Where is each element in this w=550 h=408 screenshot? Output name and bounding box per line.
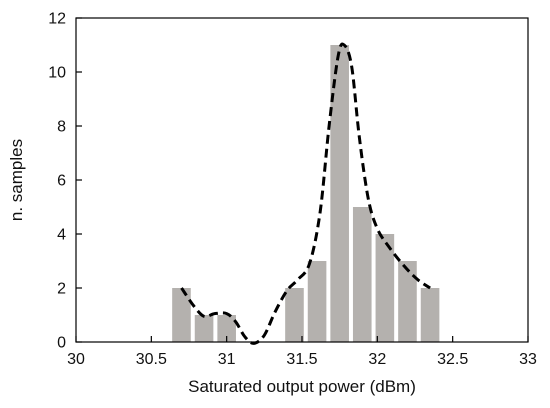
x-tick-label: 33 xyxy=(519,351,537,368)
y-axis-ticks: 0 2 4 6 8 10 12 xyxy=(48,11,82,352)
y-tick-label: 2 xyxy=(57,281,66,298)
histogram-bar xyxy=(307,261,327,342)
x-tick-label: 30.5 xyxy=(136,351,167,368)
histogram-bar xyxy=(398,261,417,342)
y-tick-label: 8 xyxy=(57,119,66,136)
x-tick-label: 32 xyxy=(368,351,386,368)
y-tick-label: 0 xyxy=(57,335,66,352)
x-tick-label: 32.5 xyxy=(437,351,468,368)
x-tick-label: 31.5 xyxy=(286,351,317,368)
y-tick-label: 4 xyxy=(57,227,66,244)
x-tick-label: 31 xyxy=(218,351,236,368)
x-tick-label: 30 xyxy=(67,351,85,368)
histogram-bar xyxy=(352,207,372,342)
y-tick-label: 10 xyxy=(48,65,66,82)
histogram-bar xyxy=(172,288,191,342)
histogram-bar xyxy=(217,315,236,342)
histogram-bar xyxy=(285,288,304,342)
y-axis-title: n. samples xyxy=(7,139,26,221)
histogram-bar xyxy=(375,234,395,342)
fit-curve-line xyxy=(180,42,431,345)
y-tick-label: 6 xyxy=(57,173,66,190)
histogram-bar xyxy=(420,288,440,342)
x-axis-title: Saturated output power (dBm) xyxy=(188,377,416,396)
bars-group xyxy=(172,45,440,342)
x-axis-ticks: 30 30.5 31 31.5 32 32.5 33 xyxy=(67,336,537,368)
histogram-bar xyxy=(330,45,349,342)
histogram-bar xyxy=(194,315,214,342)
y-tick-label: 12 xyxy=(48,11,66,28)
fit-curve-group xyxy=(180,42,431,345)
